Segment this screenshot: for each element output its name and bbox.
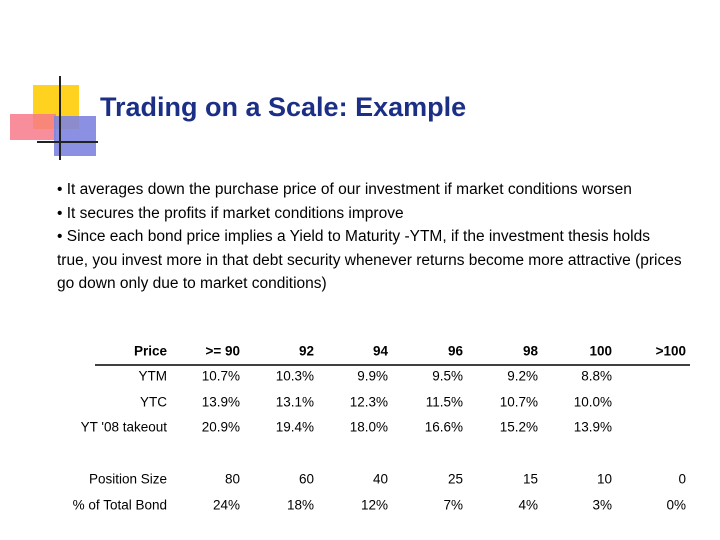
row-label: Position Size	[89, 472, 167, 487]
table-cell: 11.5%	[426, 395, 463, 410]
row-label: YTC	[140, 395, 167, 410]
table-cell: 10.7%	[500, 395, 538, 410]
red-rectangle	[10, 114, 56, 140]
column-header: 96	[448, 344, 464, 359]
table-cell: 80	[225, 472, 240, 487]
table-cell: 13.1%	[276, 395, 314, 410]
slide-title: Trading on a Scale: Example	[100, 92, 467, 122]
table-cell: 0	[678, 472, 686, 487]
bullet: • It averages down the purchase price of…	[57, 181, 632, 198]
column-header: 92	[299, 344, 314, 359]
column-header: 100	[589, 344, 612, 359]
table-cell: 15.2%	[500, 420, 538, 435]
table-cell: 4%	[518, 498, 538, 513]
table-cell: 60	[299, 472, 314, 487]
table-cell: 20.9%	[202, 420, 240, 435]
table-cell: 19.4%	[276, 420, 314, 435]
table-cell: 10.3%	[276, 369, 314, 384]
column-header: Price	[134, 344, 168, 359]
row-label: YT '08 takeout	[81, 420, 168, 435]
table-cell: 18.0%	[350, 420, 388, 435]
table-cell: 7%	[443, 498, 463, 513]
bullet: • Since each bond price implies a Yield …	[57, 228, 682, 292]
bullet-list: • It averages down the purchase price of…	[57, 178, 682, 296]
column-header: >= 90	[205, 344, 240, 359]
row-label: % of Total Bond	[73, 498, 167, 513]
table-cell: 12%	[361, 498, 388, 513]
table-cell: 13.9%	[202, 395, 240, 410]
table-cell: 9.2%	[507, 369, 538, 384]
table-cell: 0%	[666, 498, 686, 513]
table-cell: 9.5%	[432, 369, 463, 384]
table-cell: 15	[523, 472, 538, 487]
column-header: 94	[373, 344, 389, 359]
table-cell: 13.9%	[574, 420, 612, 435]
table-cell: 16.6%	[425, 420, 463, 435]
table-cell: 8.8%	[581, 369, 612, 384]
table-cell: 10	[597, 472, 612, 487]
bullet: • It secures the profits if market condi…	[57, 204, 404, 222]
table-cell: 9.9%	[357, 369, 388, 384]
table-cell: 3%	[592, 498, 612, 513]
table-cell: 24%	[213, 498, 240, 513]
decoration	[10, 76, 98, 160]
row-label: YTM	[139, 369, 168, 384]
column-header: 98	[523, 344, 539, 359]
column-header: >100	[656, 344, 686, 359]
table-cell: 25	[448, 472, 463, 487]
table-cell: 40	[373, 472, 388, 487]
table-cell: 10.0%	[574, 395, 612, 410]
table-cell: 10.7%	[202, 369, 240, 384]
table-cell: 18%	[287, 498, 314, 513]
table-cell: 12.3%	[350, 395, 388, 410]
